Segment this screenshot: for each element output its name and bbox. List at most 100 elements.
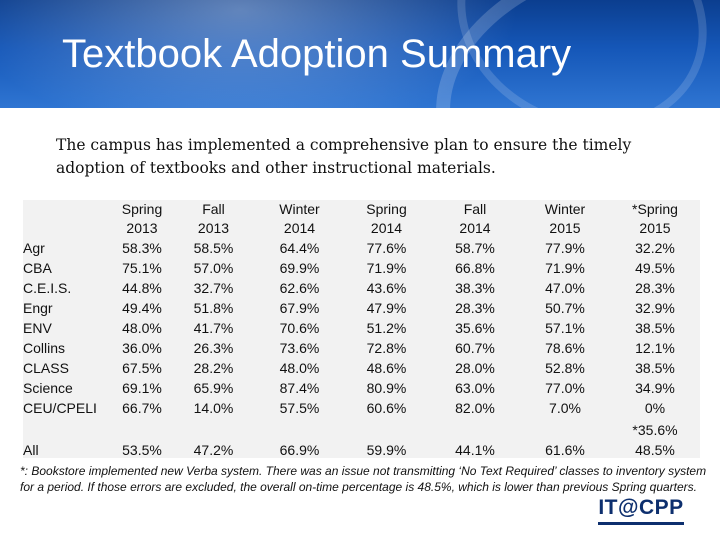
row-label: Engr <box>23 300 53 316</box>
column-header: Winter 2015 <box>544 201 586 236</box>
table-cell: 69.9% <box>279 260 320 276</box>
table-cell: 73.6% <box>279 340 320 356</box>
table-row: Science 69.1% 65.9% 87.4% 80.9% 63.0% 77… <box>23 378 700 398</box>
row-label: Collins <box>23 340 66 356</box>
table-cell: 62.6% <box>279 280 320 296</box>
table-cell: 66.9% <box>279 442 320 458</box>
table-cell: 77.6% <box>366 240 407 256</box>
table-cell: 51.2% <box>366 320 407 336</box>
table-cell: 58.3% <box>122 240 162 256</box>
table-cell: 0% <box>644 400 666 416</box>
adoption-table: Spring 2013 Fall 2013 Winter 2014 Spring 201… <box>23 200 700 460</box>
table-cell: 28.2% <box>193 360 234 376</box>
table-cell: 71.9% <box>545 260 585 276</box>
table-cell: 32.7% <box>193 280 234 296</box>
row-label: CLASS <box>23 360 69 376</box>
table-row: ENV 48.0% 41.7% 70.6% 51.2% 35.6% 57.1% … <box>23 318 700 338</box>
table-cell: 48.0% <box>122 320 162 336</box>
table-cell: 53.5% <box>122 442 162 458</box>
table-cell: 28.3% <box>455 300 495 316</box>
table-cell: 69.1% <box>122 380 162 396</box>
table-cell: 64.4% <box>279 240 320 256</box>
table-cell: 47.0% <box>545 280 585 296</box>
banner-glow <box>0 0 520 108</box>
table-cell: 47.9% <box>366 300 407 316</box>
table-cell: 14.0% <box>193 400 234 416</box>
table-cell: 51.8% <box>193 300 234 316</box>
table-cell: 7.0% <box>549 400 581 416</box>
table-cell: 28.3% <box>635 280 675 296</box>
row-label: Agr <box>23 240 45 256</box>
table-total-row: All 53.5% 47.2% 66.9% 59.9% 44.1% 61.6% … <box>23 418 700 460</box>
logo-underline <box>598 522 684 525</box>
table-row: CEU/CPELI 66.7% 14.0% 57.5% 60.6% 82.0% … <box>23 398 700 418</box>
table-cell: 72.8% <box>366 340 407 356</box>
table-cell: 34.9% <box>635 380 675 396</box>
table-cell: 63.0% <box>455 380 495 396</box>
table-cell: 41.7% <box>193 320 234 336</box>
table-cell: 38.5% <box>635 320 675 336</box>
table-cell: 58.5% <box>193 240 234 256</box>
table-cell: 32.9% <box>635 300 675 316</box>
table-header-row: Spring 2013 Fall 2013 Winter 2014 Spring 201… <box>23 200 700 238</box>
table-cell-adjusted: *35.6% 48.5% <box>610 418 700 460</box>
adoption-table-container: Spring 2013 Fall 2013 Winter 2014 Spring 201… <box>23 200 700 458</box>
table-cell: 87.4% <box>279 380 320 396</box>
table-cell: 26.3% <box>193 340 234 356</box>
table-cell: 44.8% <box>122 280 162 296</box>
table-cell: 70.6% <box>279 320 320 336</box>
table-cell: 38.5% <box>635 360 675 376</box>
column-header: Winter 2014 <box>279 201 320 236</box>
column-header: *Spring 2015 <box>632 201 678 236</box>
column-header: Fall 2014 <box>459 201 491 236</box>
table-cell: 57.0% <box>193 260 234 276</box>
row-label: CBA <box>23 260 52 276</box>
table-row: CLASS 67.5% 28.2% 48.0% 48.6% 28.0% 52.8… <box>23 358 700 378</box>
table-row: C.E.I.S. 44.8% 32.7% 62.6% 43.6% 38.3% 4… <box>23 278 700 298</box>
row-label: All <box>23 442 39 458</box>
table-cell: 78.6% <box>545 340 585 356</box>
table-row: Collins 36.0% 26.3% 73.6% 72.8% 60.7% 78… <box>23 338 700 358</box>
table-cell: 58.7% <box>455 240 495 256</box>
table-cell: 35.6% <box>455 320 495 336</box>
table-cell: 77.9% <box>545 240 585 256</box>
table-row: Agr 58.3% 58.5% 64.4% 77.6% 58.7% 77.9% … <box>23 238 700 258</box>
title-banner: Textbook Adoption Summary <box>0 0 720 108</box>
row-label: C.E.I.S. <box>23 280 72 296</box>
table-cell: 48.6% <box>366 360 407 376</box>
table-cell: 49.4% <box>122 300 162 316</box>
table-cell: 59.9% <box>366 442 407 458</box>
table-cell: 71.9% <box>366 260 407 276</box>
table-row: Engr 49.4% 51.8% 67.9% 47.9% 28.3% 50.7%… <box>23 298 700 318</box>
table-cell: 60.7% <box>455 340 495 356</box>
intro-text: The campus has implemented a comprehensi… <box>56 136 632 177</box>
table-cell: 61.6% <box>545 442 585 458</box>
table-cell: 77.0% <box>545 380 585 396</box>
table-cell: 43.6% <box>366 280 407 296</box>
table-cell: 67.9% <box>279 300 320 316</box>
column-header: Spring 2014 <box>366 201 407 236</box>
table-cell: 36.0% <box>122 340 162 356</box>
table-cell: 52.8% <box>545 360 585 376</box>
adjusted-value: *35.6% <box>632 422 678 438</box>
table-cell: 47.2% <box>193 442 234 458</box>
row-label-header <box>23 200 113 238</box>
table-cell: 48.0% <box>279 360 320 376</box>
it-cpp-logo: IT@CPP <box>598 496 684 528</box>
table-cell: 60.6% <box>366 400 407 416</box>
table-cell: 82.0% <box>455 400 495 416</box>
table-cell: 67.5% <box>122 360 162 376</box>
table-cell: 80.9% <box>366 380 407 396</box>
table-cell: 75.1% <box>122 260 162 276</box>
table-cell: 66.7% <box>122 400 162 416</box>
table-cell: 28.0% <box>455 360 495 376</box>
table-row: CBA 75.1% 57.0% 69.9% 71.9% 66.8% 71.9% … <box>23 258 700 278</box>
table-cell: 50.7% <box>545 300 585 316</box>
row-label: CEU/CPELI <box>23 400 97 416</box>
table-cell: 49.5% <box>635 260 675 276</box>
slide-title: Textbook Adoption Summary <box>62 32 572 76</box>
row-label: ENV <box>23 320 52 336</box>
footnote: *: Bookstore implemented new Verba syste… <box>20 464 707 494</box>
table-cell: 44.1% <box>455 442 495 458</box>
table-cell: 32.2% <box>635 240 675 256</box>
